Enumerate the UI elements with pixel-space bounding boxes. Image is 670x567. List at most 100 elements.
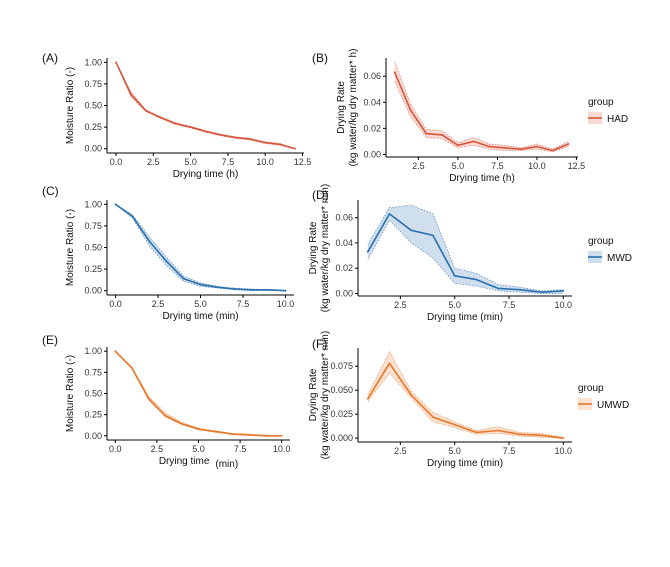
y-tick-label: 0.075	[330, 361, 353, 371]
data-point	[432, 416, 434, 418]
legend-title: group	[588, 236, 614, 247]
y-tick-label: 0.50	[84, 101, 102, 111]
data-point	[475, 431, 478, 434]
data-point	[393, 71, 396, 74]
data-point	[441, 134, 443, 136]
data-point	[366, 250, 369, 253]
data-point	[497, 429, 499, 432]
legend-label: UMWD	[597, 400, 629, 411]
y-tick-label: 0.06	[363, 71, 381, 81]
y-tick-label: 0.50	[84, 243, 102, 253]
data-point	[567, 143, 570, 145]
confidence-band	[116, 62, 295, 149]
data-point	[410, 229, 413, 232]
data-point	[280, 434, 283, 437]
data-point	[264, 141, 267, 144]
data-point	[409, 109, 412, 111]
data-point	[536, 145, 538, 148]
data-point	[432, 234, 434, 237]
x-tick-label: 5.0	[452, 161, 465, 171]
x-tick-label: 10.0	[277, 299, 295, 309]
data-point	[366, 397, 369, 400]
x-tick-label: 5.0	[448, 300, 461, 310]
x-tick-label: 7.5	[491, 161, 504, 171]
y-axis-subtitle: (kg water/kg dry matter* h)	[348, 49, 359, 167]
x-tick-label: 12.5	[568, 161, 586, 171]
x-axis-title: Drying time (h)	[449, 173, 515, 184]
x-tick-label: 5.0	[184, 157, 197, 167]
y-tick-label: 0.04	[335, 238, 353, 248]
x-tick-label: 7.5	[503, 446, 516, 456]
x-tick-label: 7.5	[237, 299, 250, 309]
panel-e: (E) 0.0 2.5 5.0 7.5 10.0 0.00 0.25 0.50 0.75 1.00 D…	[42, 333, 290, 470]
y-tick-label: 0.00	[84, 431, 102, 441]
data-point	[159, 116, 162, 119]
data-point	[147, 397, 150, 400]
panel-label: (B)	[312, 51, 328, 65]
series-line	[367, 213, 564, 293]
band-upper-edge	[115, 350, 282, 437]
y-tick-label: 0.75	[84, 367, 102, 377]
data-point	[562, 437, 565, 440]
series-line	[115, 61, 296, 150]
band-upper-edge	[394, 61, 569, 150]
x-tick-label: 10.0	[528, 161, 546, 171]
y-axis-title: Drying Rate	[308, 368, 319, 421]
x-tick-label: 12.5	[294, 157, 312, 167]
legend: group HAD	[588, 97, 628, 125]
y-tick-label: 0.25	[84, 410, 102, 420]
panel-label: (C)	[42, 184, 59, 198]
y-tick-label: 0.00	[84, 144, 102, 154]
data-point	[250, 288, 253, 291]
data-point	[114, 203, 117, 206]
data-point	[230, 433, 233, 435]
data-point	[284, 289, 287, 292]
y-axis-title: Moisture Ratio (-)	[65, 67, 76, 144]
series-line	[114, 350, 282, 437]
x-tick-label: 2.5	[394, 446, 407, 456]
band-lower-edge	[115, 350, 282, 437]
x-tick-label: 7.5	[234, 444, 247, 454]
x-axis-title-unit: (min)	[215, 459, 238, 470]
data-point	[174, 122, 177, 125]
panel-d: (D) 2.5 5.0 7.5 10.0 0.00 0.02 0.04 0.06 Drying t…	[308, 184, 632, 323]
legend: group UMWD	[578, 383, 629, 411]
data-point	[519, 288, 521, 291]
band-upper-edge	[367, 351, 564, 438]
band-lower-edge	[115, 204, 286, 292]
data-point	[497, 287, 499, 290]
x-tick-label: 5.0	[192, 444, 205, 454]
y-tick-label: 0.050	[330, 385, 353, 395]
data-point	[131, 367, 133, 369]
data-point	[410, 394, 413, 396]
data-point	[388, 362, 391, 365]
y-tick-label: 1.00	[84, 199, 102, 209]
band-upper-edge	[115, 204, 286, 292]
data-point	[130, 93, 132, 96]
band-lower-edge	[367, 372, 564, 439]
legend-label: MWD	[607, 253, 632, 264]
data-point	[182, 277, 185, 280]
panel-c: (C) 0.0 2.5 5.0 7.5 10.0 0.00 0.25 0.50 0.75 1.00 D…	[42, 184, 294, 322]
x-tick-label: 10.0	[256, 157, 274, 167]
series-line	[115, 203, 286, 292]
series-line	[367, 362, 564, 439]
data-point	[520, 148, 522, 151]
y-tick-label: 0.25	[84, 264, 102, 274]
legend: group MWD	[588, 236, 632, 264]
data-point	[475, 278, 478, 281]
x-tick-label: 2.5	[412, 161, 425, 171]
data-point	[472, 140, 475, 143]
band-upper-edge	[115, 62, 296, 150]
confidence-band	[367, 351, 564, 439]
y-tick-label: 0.75	[84, 221, 102, 231]
x-tick-label: 10.0	[555, 446, 573, 456]
data-point	[540, 434, 543, 437]
y-tick-label: 0.00	[335, 288, 353, 298]
confidence-band	[394, 61, 569, 152]
x-tick-label: 2.5	[394, 300, 407, 310]
y-axis-title: Moisture Ratio (-)	[65, 355, 76, 432]
x-tick-label: 10.0	[273, 444, 291, 454]
x-tick-label: 7.5	[222, 157, 235, 167]
data-point	[114, 350, 117, 353]
